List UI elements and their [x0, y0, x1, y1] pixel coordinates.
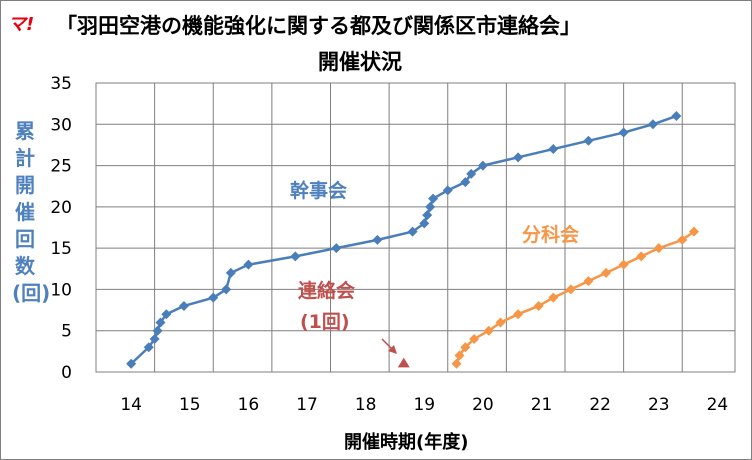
y-tick-label: 0 — [61, 363, 72, 383]
x-tick-label: 16 — [238, 395, 260, 415]
data-point — [483, 325, 494, 336]
data-point — [548, 144, 559, 155]
annotations: 幹事会 分科会 連絡会 (1回) — [290, 179, 579, 354]
data-point — [161, 309, 172, 320]
data-point — [677, 234, 688, 245]
data-point — [636, 251, 647, 262]
data-point — [428, 193, 439, 204]
data-point — [466, 168, 477, 179]
y-tick-label: 5 — [61, 322, 72, 342]
data-point — [451, 358, 462, 369]
data-point — [565, 284, 576, 295]
data-point — [601, 267, 612, 278]
x-tick-label: 24 — [707, 395, 729, 415]
annotation-renrakukai: 連絡会 — [298, 279, 355, 302]
data-point — [208, 292, 219, 303]
data-point — [671, 111, 682, 122]
x-tick-label: 18 — [355, 395, 377, 415]
x-tick-label: 22 — [589, 395, 611, 415]
y-tick-label: 20 — [50, 198, 72, 218]
data-point — [653, 243, 664, 254]
data-point — [152, 325, 163, 336]
annotation-kanjikai: 幹事会 — [290, 179, 347, 202]
chart-title-line1: 「羽田空港の機能強化に関する都及び関係区市連絡会」 — [56, 14, 581, 38]
data-point — [331, 243, 342, 254]
data-point — [454, 350, 465, 361]
x-tick-label: 20 — [472, 395, 494, 415]
data-point — [425, 201, 436, 212]
y-tick-label: 35 — [50, 74, 72, 94]
data-point — [618, 259, 629, 270]
data-point — [460, 342, 471, 353]
data-point — [513, 309, 524, 320]
data-point — [477, 160, 488, 171]
data-point — [178, 300, 189, 311]
data-point — [372, 234, 383, 245]
grid — [95, 82, 736, 373]
data-point — [513, 152, 524, 163]
data-point — [422, 210, 433, 221]
data-point — [533, 300, 544, 311]
data-point — [647, 119, 658, 130]
logo: マ! — [8, 14, 35, 35]
data-point — [243, 259, 254, 270]
data-point — [143, 342, 154, 353]
x-tick-label: 15 — [179, 395, 201, 415]
y-tick-label: 10 — [50, 280, 72, 300]
data-point — [548, 292, 559, 303]
x-tick-label: 14 — [120, 395, 142, 415]
x-tick-label: 23 — [648, 395, 670, 415]
data-point — [583, 276, 594, 287]
chart-title-line2: 開催状況 — [318, 50, 402, 74]
x-axis-label: 開催時期(年度) — [344, 432, 469, 453]
data-point — [290, 251, 301, 262]
data-point — [495, 317, 506, 328]
data-point — [149, 333, 160, 344]
data-point — [618, 127, 629, 138]
y-tick-label: 25 — [50, 157, 72, 177]
x-tick-label: 17 — [296, 395, 318, 415]
x-tick-label: 21 — [531, 395, 553, 415]
data-point — [126, 358, 137, 369]
annotation-bunkakai: 分科会 — [522, 223, 579, 246]
data-point — [225, 267, 236, 278]
data-point — [688, 226, 699, 237]
data-point — [397, 357, 410, 368]
data-point — [419, 218, 430, 229]
plot-border — [95, 82, 736, 373]
annotation-renrakukai-count: (1回) — [300, 311, 350, 333]
data-point — [469, 333, 480, 344]
data-point — [583, 135, 594, 146]
y-tick-label: 15 — [50, 239, 72, 259]
y-tick-label: 30 — [50, 115, 72, 135]
data-point — [221, 284, 232, 295]
data-point — [460, 177, 471, 188]
x-tick-labels: 14 15 16 17 18 19 20 21 22 23 24 — [120, 395, 728, 415]
x-tick-label: 19 — [413, 395, 435, 415]
data-point — [442, 185, 453, 196]
data-point — [155, 317, 166, 328]
y-tick-labels: 0 5 10 15 20 25 30 35 — [50, 74, 72, 383]
data-point — [407, 226, 418, 237]
series-group — [126, 111, 699, 369]
annotation-arrow-head — [388, 345, 397, 354]
